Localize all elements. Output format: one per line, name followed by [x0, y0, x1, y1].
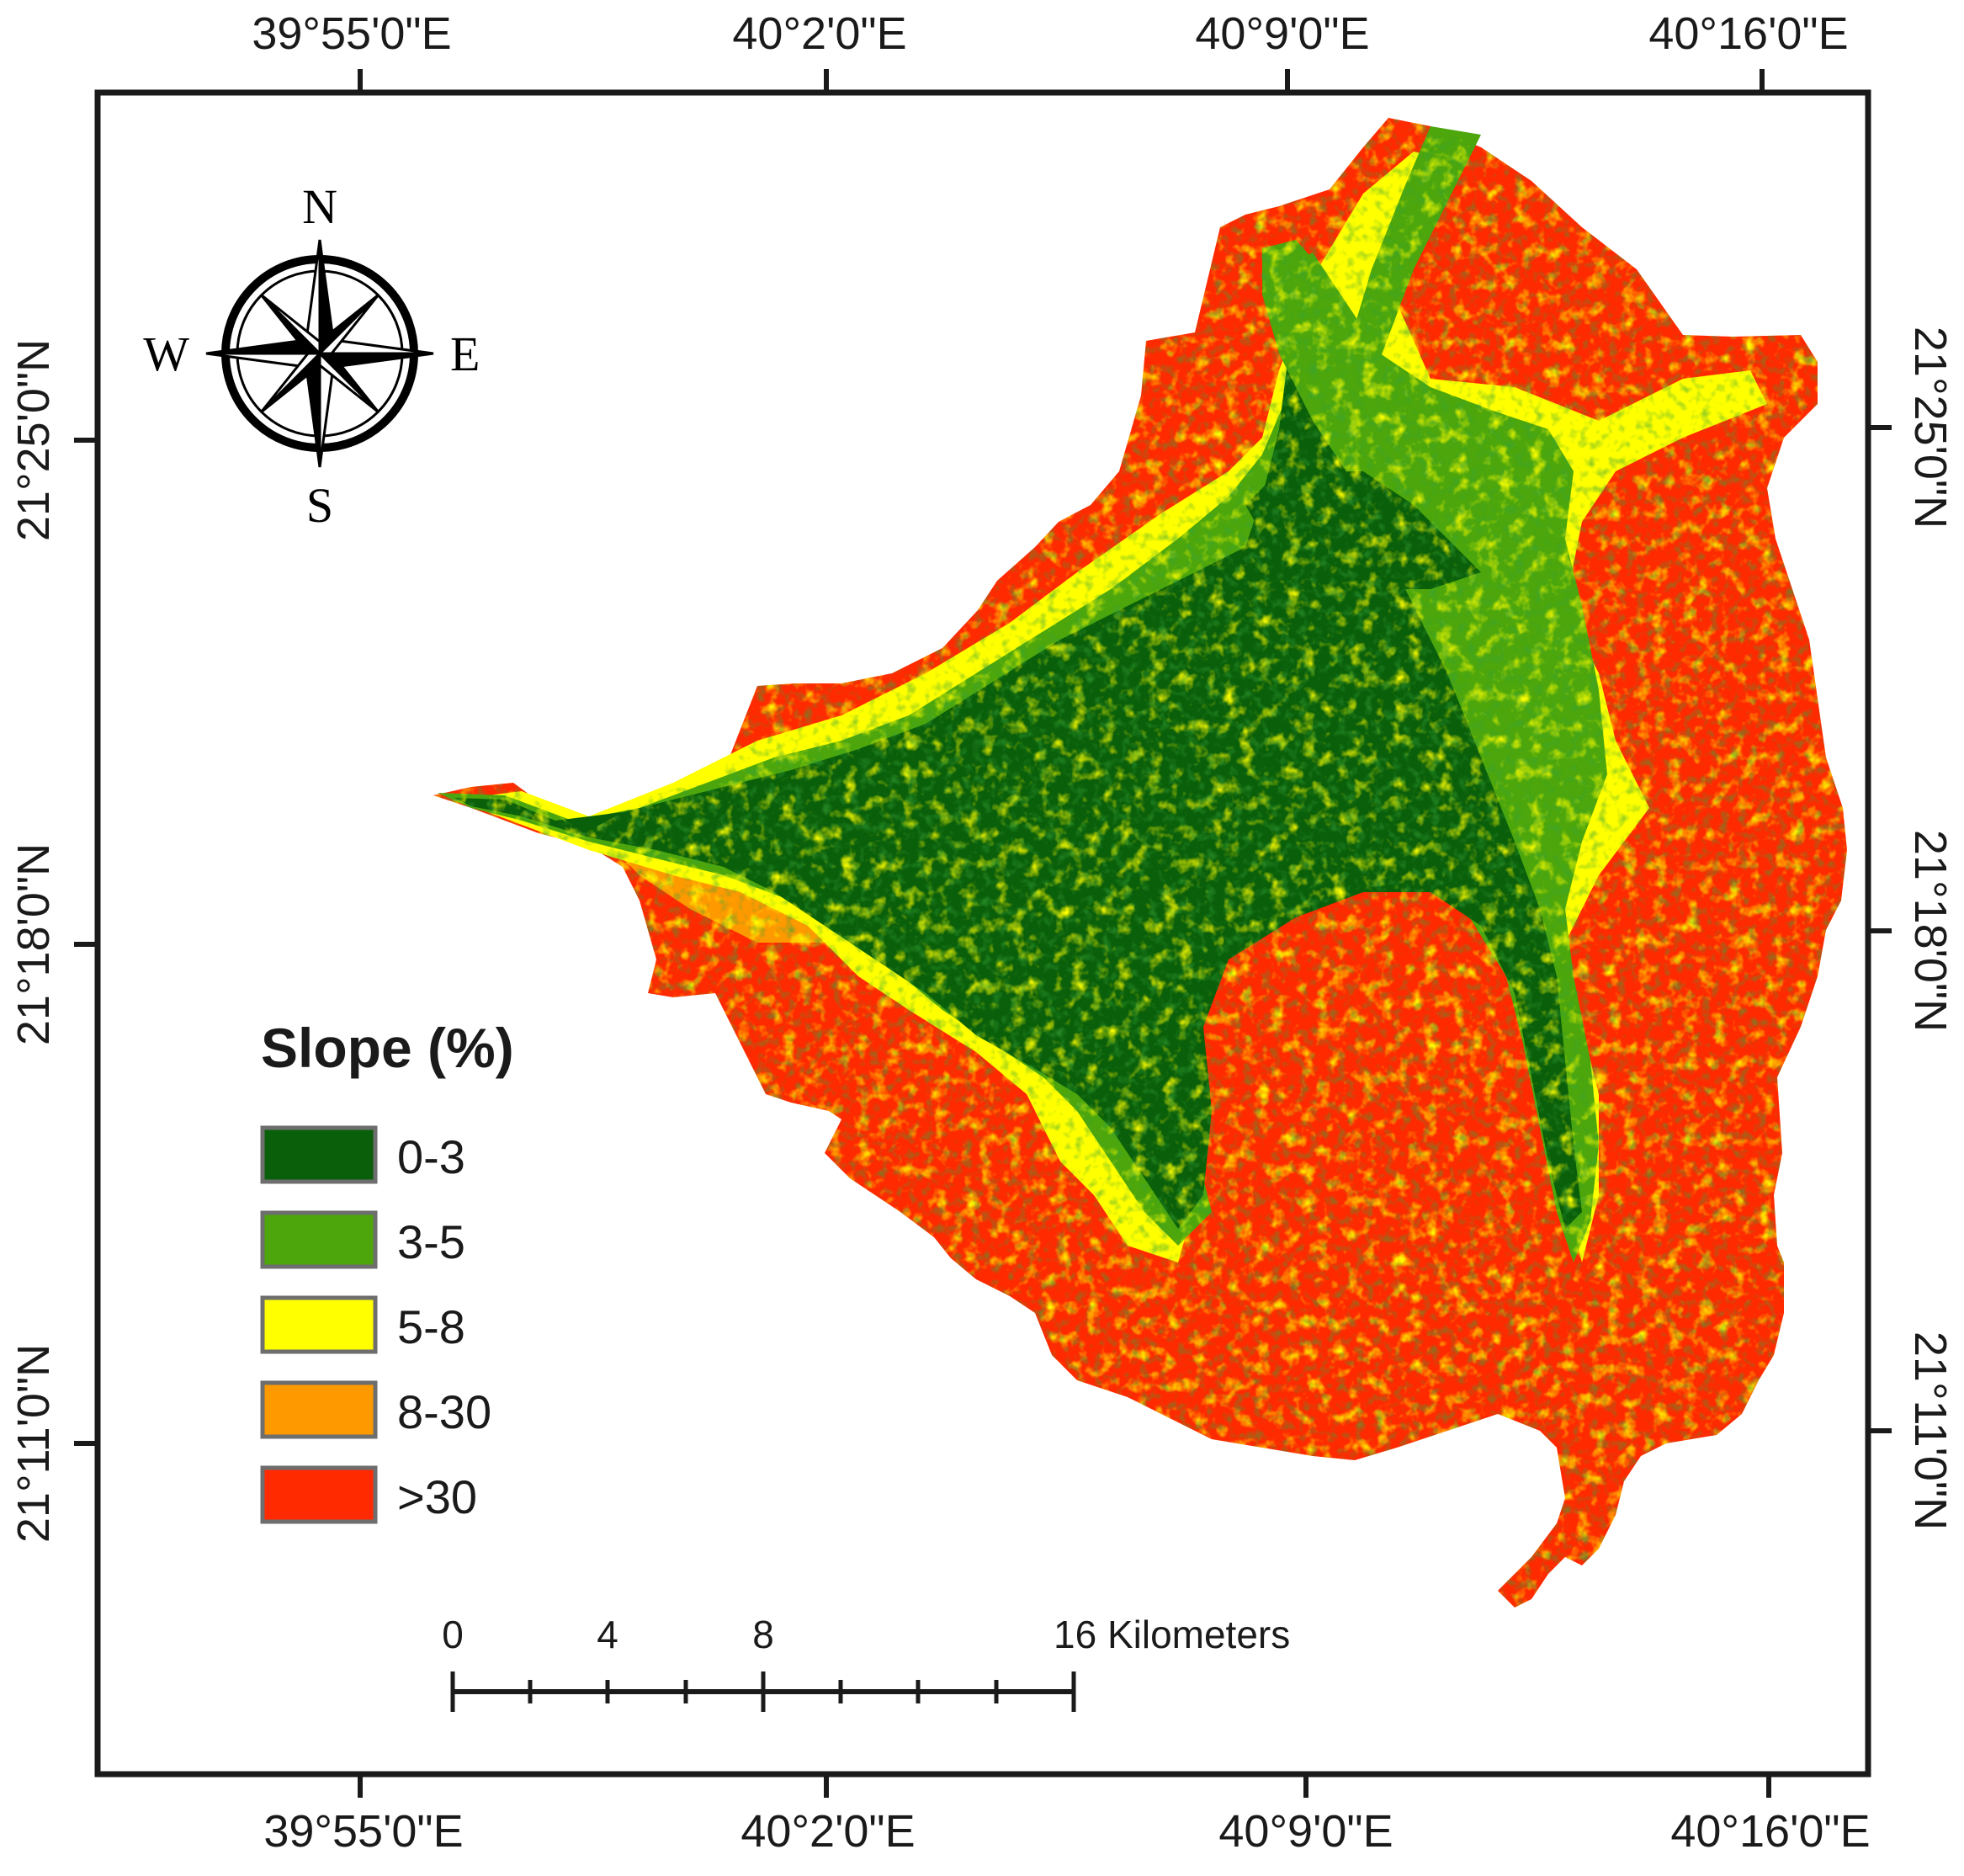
right-lat-label: 21°18'0"N	[1905, 830, 1956, 1032]
legend-items: 0-3 3-5 5-8 8-30 >30	[260, 1125, 491, 1524]
legend-title: Slope (%)	[261, 1017, 514, 1079]
legend-label-3: 5-8	[397, 1300, 465, 1353]
compass-south-label: S	[306, 478, 333, 533]
legend-swatch-2	[260, 1210, 378, 1269]
legend-label-4: 8-30	[397, 1385, 491, 1438]
compass-north-label: N	[302, 179, 337, 234]
legend-swatch-5	[260, 1465, 378, 1524]
top-longitude-labels: 39°55'0"E 40°2'0"E 40°9'0"E 40°16'0"E	[252, 8, 1848, 59]
scale-label-8: 8	[752, 1613, 774, 1656]
top-lon-label: 40°16'0"E	[1648, 8, 1848, 59]
compass-west-label: W	[143, 327, 189, 381]
legend-swatch-1	[260, 1125, 378, 1184]
bottom-lon-label: 40°16'0"E	[1670, 1806, 1870, 1857]
bottom-longitude-labels: 39°55'0"E 40°2'0"E 40°9'0"E 40°16'0"E	[263, 1806, 1870, 1857]
legend-label-1: 0-3	[397, 1130, 465, 1183]
bottom-lon-label: 40°9'0"E	[1218, 1806, 1393, 1857]
graticule-ticks	[74, 69, 1892, 1798]
compass-east-label: E	[450, 327, 480, 381]
legend-swatch-3	[260, 1295, 378, 1354]
legend-label-2: 3-5	[397, 1215, 465, 1268]
scale-label-0: 0	[442, 1613, 464, 1656]
north-arrow: N S E W	[143, 179, 480, 533]
right-latitude-labels: 21°25'0"N 21°18'0"N 21°11'0"N	[1905, 327, 1956, 1530]
right-lat-label: 21°25'0"N	[1905, 327, 1956, 529]
legend-swatch-4	[260, 1380, 378, 1439]
legend: Slope (%) 0-3 3-5 5-8 8-30 >30	[260, 1017, 514, 1524]
left-latitude-labels: 21°25'0"N 21°18'0"N 21°11'0"N	[8, 339, 59, 1543]
top-lon-label: 40°9'0"E	[1195, 8, 1369, 59]
top-lon-label: 40°2'0"E	[732, 8, 906, 59]
legend-label-5: >30	[397, 1470, 477, 1523]
left-lat-label: 21°18'0"N	[8, 843, 59, 1045]
scale-label-16-km: 16 Kilometers	[1054, 1613, 1290, 1656]
left-lat-label: 21°25'0"N	[8, 339, 59, 541]
bottom-lon-label: 40°2'0"E	[740, 1806, 915, 1857]
top-lon-label: 39°55'0"E	[252, 8, 451, 59]
scale-label-4: 4	[597, 1613, 618, 1656]
scale-bar: 0 4 8 16 Kilometers	[442, 1613, 1290, 1712]
compass-points	[205, 239, 434, 468]
bottom-lon-label: 39°55'0"E	[263, 1806, 463, 1857]
left-lat-label: 21°11'0"N	[8, 1344, 59, 1543]
scale-bar-ticks	[450, 1671, 1076, 1712]
right-lat-label: 21°11'0"N	[1905, 1331, 1956, 1530]
